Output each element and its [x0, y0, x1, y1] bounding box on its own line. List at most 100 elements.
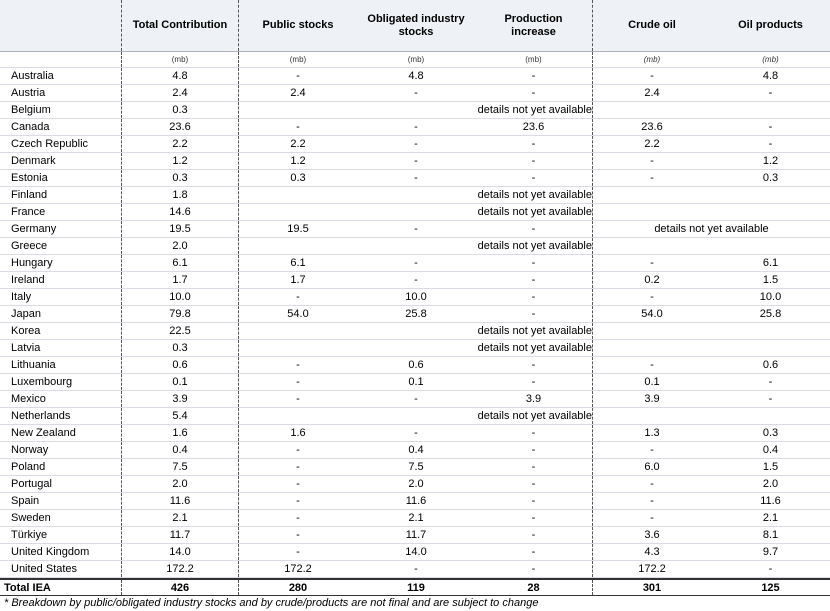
value-cell: 5.4 — [121, 408, 238, 424]
value-cell: 25.8 — [405, 308, 427, 320]
country-name: Poland — [11, 461, 46, 473]
value-cell: 0.4 — [408, 444, 424, 456]
country-name: Spain — [11, 495, 40, 507]
unit-cell — [0, 52, 121, 67]
country-name: Latvia — [11, 342, 41, 354]
value-cell: - — [414, 121, 418, 133]
value-cell: 6.1 — [238, 255, 357, 271]
value-cell: - — [531, 274, 536, 286]
value-cell: - — [531, 223, 536, 235]
value-cell: - — [531, 376, 536, 388]
country-name: Netherlands — [11, 410, 71, 422]
value-cell: - — [768, 393, 773, 405]
country-name: Lithuania — [11, 359, 56, 371]
data-row: Finland 1.8 details not yet available — [0, 187, 830, 204]
country-name: Hungary — [11, 257, 53, 269]
value-cell: 9.7 — [762, 546, 779, 558]
value-cell: 0.1 — [408, 376, 424, 388]
value-cell: 0.1 — [121, 374, 238, 390]
unit-cell: (mb) — [525, 55, 542, 64]
value-cell: - — [414, 155, 418, 167]
data-row: Latvia 0.3 details not yet available — [0, 340, 830, 357]
country-name: Denmark — [11, 155, 56, 167]
value-cell: - — [414, 223, 418, 235]
value-cell: 172.2 — [238, 561, 357, 577]
value-cell: - — [238, 442, 357, 458]
header-cell — [0, 0, 121, 51]
value-cell: - — [238, 68, 357, 84]
value-cell: - — [531, 291, 536, 303]
value-cell: 0.3 — [121, 170, 238, 186]
value-cell: - — [414, 138, 418, 150]
value-cell: 3.9 — [525, 393, 542, 405]
value-cell — [238, 340, 357, 356]
data-row: United States 172.2 172.2- -172.2- — [0, 561, 830, 578]
country-name: Estonia — [11, 172, 48, 184]
value-cell — [357, 323, 475, 339]
value-cell: 2.4 — [121, 85, 238, 101]
country-name: Germany — [11, 223, 57, 235]
value-cell: 1.8 — [121, 187, 238, 203]
data-row: Belgium 0.3 details not yet available — [0, 102, 830, 119]
value-cell — [711, 408, 830, 424]
data-row: United Kingdom 14.0-14.0-4.3 9.7 — [0, 544, 830, 561]
country-name: United States — [11, 563, 78, 575]
value-cell: - — [592, 153, 711, 169]
value-cell: - — [238, 476, 357, 492]
value-cell — [238, 204, 357, 220]
details-note: details not yet available — [592, 221, 830, 237]
value-cell: - — [414, 274, 418, 286]
data-row: Mexico 3.9- -3.9 3.9- — [0, 391, 830, 408]
country-name: Norway — [11, 444, 49, 456]
value-cell: - — [531, 512, 536, 524]
unit-cell: (mb) — [407, 55, 425, 64]
value-cell: - — [414, 87, 418, 99]
value-cell: - — [238, 119, 357, 135]
value-cell: 2.4 — [592, 85, 711, 101]
value-cell: 11.6 — [405, 495, 427, 507]
value-cell: 0.3 — [762, 427, 779, 439]
value-cell: - — [531, 563, 536, 575]
data-row: France 14.6 details not yet available — [0, 204, 830, 221]
value-cell: 6.1 — [762, 257, 779, 269]
value-cell: 19.5 — [121, 221, 238, 237]
data-row: Ireland 1.7 1.7 - - 0.2 1.5 — [0, 272, 830, 289]
value-cell: - — [531, 461, 536, 473]
value-cell: 1.2 — [121, 153, 238, 169]
country-name: Belgium — [11, 104, 51, 116]
value-cell: 11.7 — [405, 529, 427, 541]
value-cell: - — [768, 138, 773, 150]
value-cell: 2.0 — [121, 476, 238, 492]
value-cell: 14.6 — [121, 204, 238, 220]
country-name: Sweden — [11, 512, 51, 524]
country-name: France — [11, 206, 46, 218]
value-cell: 0.3 — [121, 340, 238, 356]
value-cell: - — [238, 289, 357, 305]
value-cell: 1.2 — [238, 153, 357, 169]
data-row: Germany 19.5 19.5 - - details not yet availab… — [0, 221, 830, 238]
value-cell — [592, 408, 711, 424]
value-cell: - — [531, 478, 536, 490]
value-cell: 22.5 — [121, 323, 238, 339]
value-cell — [592, 102, 711, 118]
value-cell: 0.3 — [121, 102, 238, 118]
country-name: Greece — [11, 240, 48, 252]
total-value: 280 — [238, 580, 357, 595]
value-cell: - — [592, 289, 711, 305]
country-name: Türkiye — [11, 529, 48, 541]
value-cell: 10.0 — [759, 291, 782, 303]
value-cell: 3.9 — [121, 391, 238, 407]
table-body: Total Contribution Public stocks Obligated… — [0, 0, 830, 596]
value-cell — [357, 238, 475, 254]
unit-cell: (mb) — [121, 52, 238, 67]
value-cell: 1.5 — [762, 461, 779, 473]
value-cell: 0.4 — [762, 444, 779, 456]
value-cell — [592, 238, 711, 254]
value-cell — [357, 204, 475, 220]
value-cell: 0.6 — [408, 359, 424, 371]
value-cell: - — [592, 493, 711, 509]
value-cell: 0.6 — [762, 359, 779, 371]
value-cell: - — [592, 510, 711, 526]
value-cell: 11.7 — [121, 527, 238, 543]
value-cell: 1.7 — [238, 272, 357, 288]
